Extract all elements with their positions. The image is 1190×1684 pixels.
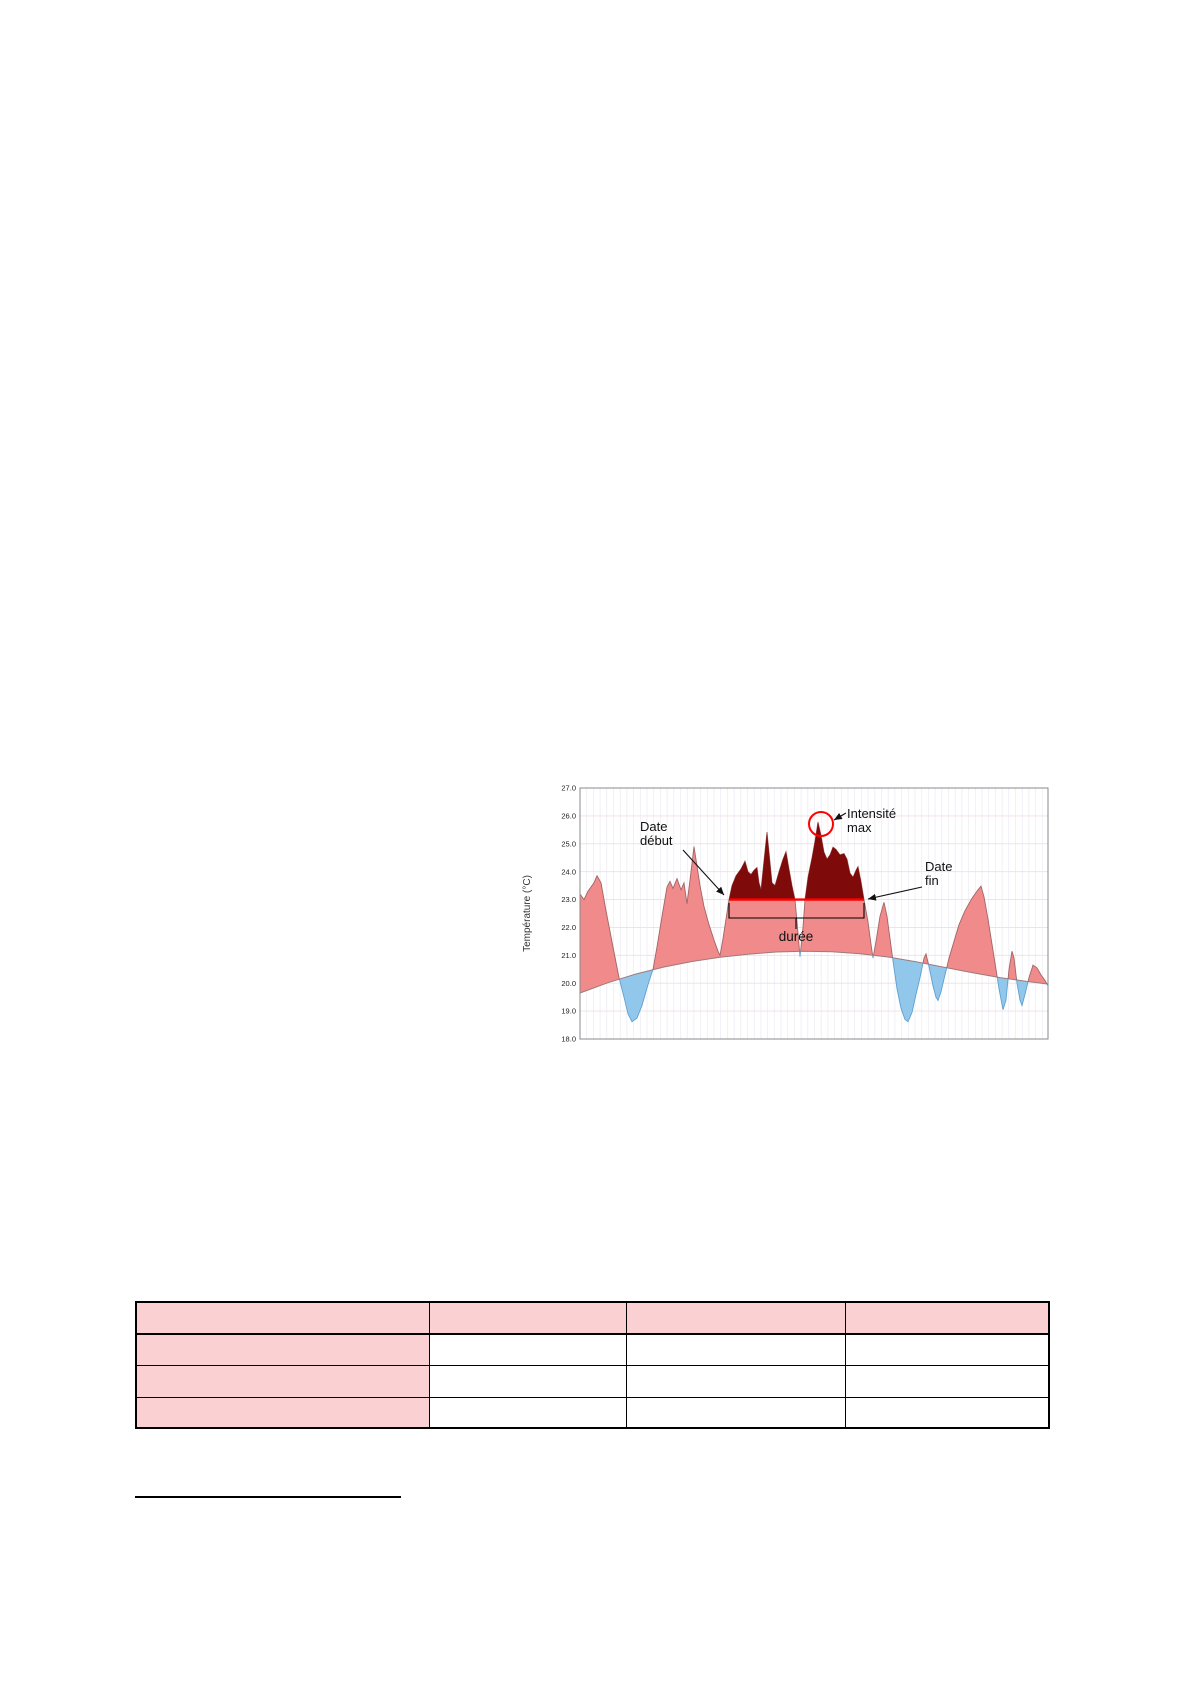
svg-text:début: début bbox=[640, 833, 673, 848]
svg-text:Date: Date bbox=[640, 819, 667, 834]
table-row bbox=[135, 1364, 1050, 1398]
table-cell bbox=[625, 1396, 846, 1429]
heatwave-figure: durée Date début Intensité max Date fin 27.0 26.… bbox=[516, 728, 1053, 1048]
duration-bracket bbox=[728, 903, 865, 929]
svg-text:Date: Date bbox=[925, 859, 952, 874]
heatwave-region bbox=[729, 822, 864, 900]
svg-text:18.0: 18.0 bbox=[561, 1035, 576, 1044]
max-intensity-circle bbox=[808, 811, 834, 837]
table-cell bbox=[428, 1396, 627, 1429]
normal-curve bbox=[579, 950, 1049, 994]
svg-text:24.0: 24.0 bbox=[561, 867, 576, 876]
y-axis-title: Température (°C) bbox=[522, 875, 533, 952]
svg-text:21.0: 21.0 bbox=[561, 951, 576, 960]
temperature-areas bbox=[580, 822, 1048, 1039]
svg-text:27.0: 27.0 bbox=[561, 784, 576, 793]
svg-text:25.0: 25.0 bbox=[561, 839, 576, 848]
table-header-row bbox=[135, 1301, 1050, 1335]
table-header-cell bbox=[428, 1301, 627, 1335]
heatwave-chart: duréeDatedébutIntensitémaxDatefin27.026.… bbox=[522, 784, 1049, 1044]
table-cell bbox=[135, 1396, 430, 1429]
svg-text:19.0: 19.0 bbox=[561, 1007, 576, 1016]
table-cell bbox=[428, 1364, 627, 1398]
annotation-duree: durée bbox=[779, 929, 814, 944]
svg-text:26.0: 26.0 bbox=[561, 812, 576, 821]
table-row bbox=[135, 1333, 1050, 1366]
y-axis-labels: 27.0 26.0 25.0 24.0 23.0 22.0 21.0 20.0 19.0 18.0 bbox=[561, 784, 576, 1044]
table-cell bbox=[135, 1364, 430, 1398]
table-row bbox=[135, 1396, 1050, 1429]
table-header-cell bbox=[844, 1301, 1050, 1335]
table-cell bbox=[428, 1333, 627, 1366]
table-cell bbox=[135, 1333, 430, 1366]
svg-text:23.0: 23.0 bbox=[561, 895, 576, 904]
table-cell bbox=[625, 1364, 846, 1398]
plot-border bbox=[579, 787, 1049, 1040]
indicators-table bbox=[135, 1301, 1050, 1429]
table-header-cell bbox=[625, 1301, 846, 1335]
table-cell bbox=[844, 1364, 1050, 1398]
svg-text:Intensité: Intensité bbox=[847, 806, 896, 821]
footnote-rule bbox=[135, 1496, 401, 1498]
table-cell bbox=[844, 1333, 1050, 1366]
table-header-cell bbox=[135, 1301, 430, 1335]
svg-text:22.0: 22.0 bbox=[561, 923, 576, 932]
svg-text:max: max bbox=[847, 820, 872, 835]
svg-text:20.0: 20.0 bbox=[561, 979, 576, 988]
svg-text:fin: fin bbox=[925, 873, 939, 888]
table-cell bbox=[844, 1396, 1050, 1429]
table-cell bbox=[625, 1333, 846, 1366]
indicators-table-wrap bbox=[135, 1301, 1050, 1429]
